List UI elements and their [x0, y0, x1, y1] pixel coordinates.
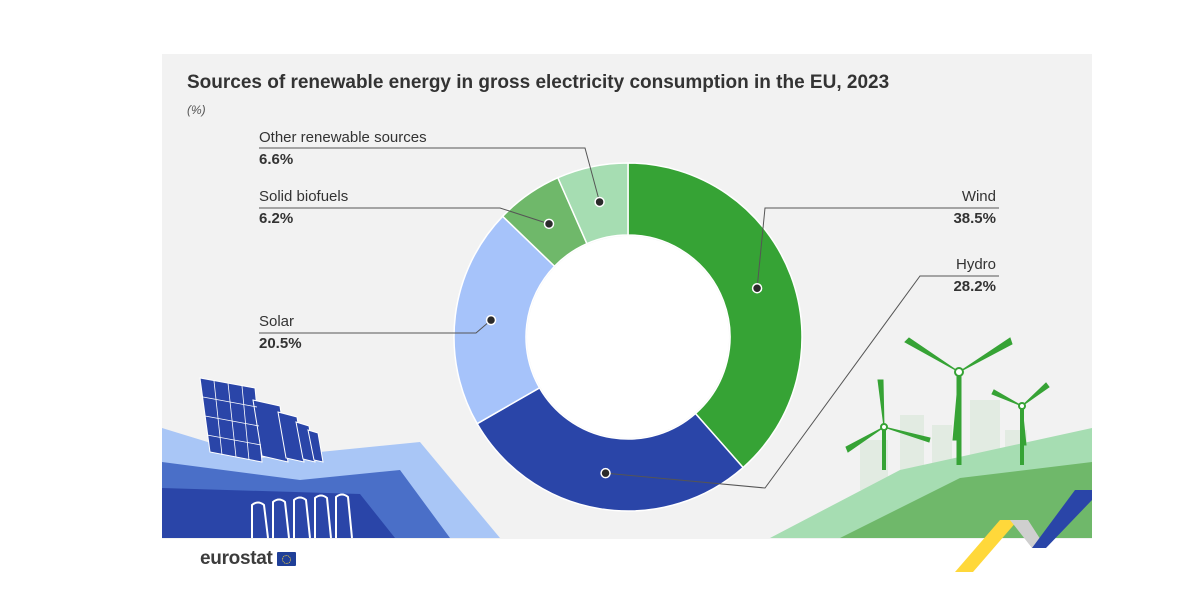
donut-chart: [453, 162, 803, 512]
leader-dot-solar: [485, 314, 497, 326]
leader-line-hydro: [605, 275, 999, 489]
eurostat-wordmark: eurostat: [200, 548, 273, 569]
slice-other-renewable-sources: [556, 162, 629, 245]
chart-unit: (%): [187, 103, 206, 117]
leader-dot-solid-biofuels: [543, 218, 555, 230]
label-value-solid-biofuels: 6.2%: [259, 210, 294, 227]
eu-ribbon-decoration: [955, 490, 1092, 572]
leader-line-solar: [259, 319, 492, 334]
chart-title: Sources of renewable energy in gross ele…: [187, 72, 890, 93]
label-value-wind: 38.5%: [953, 210, 996, 227]
eu-flag-icon: [276, 552, 296, 566]
label-leader-lines: [259, 147, 999, 489]
label-name-other: Other renewable sources: [259, 129, 427, 146]
label-value-other: 6.6%: [259, 151, 294, 168]
leader-dot-wind: [751, 282, 763, 294]
label-name-hydro: Hydro: [955, 256, 996, 273]
leader-line-wind: [756, 207, 999, 289]
leader-dot-hydro: [600, 467, 611, 479]
label-name-solid-biofuels: Solid biofuels: [259, 188, 349, 205]
wind-turbine-illustration: [770, 337, 1092, 572]
leader-line-other-renewable-sources: [259, 147, 601, 203]
label-value-solar: 20.5%: [259, 335, 302, 352]
label-name-wind: Wind: [961, 188, 996, 205]
leader-dot-other-renewable-sources: [594, 196, 605, 208]
eurostat-logo: eurostat: [200, 548, 296, 570]
donut-hole: [527, 236, 729, 438]
label-value-hydro: 28.2%: [953, 278, 996, 295]
leader-line-solid-biofuels: [259, 207, 550, 225]
solar-dam-illustration: [162, 377, 500, 539]
slice-wind: [627, 162, 803, 469]
label-name-solar: Solar: [259, 313, 295, 330]
slice-solar: [453, 215, 556, 425]
